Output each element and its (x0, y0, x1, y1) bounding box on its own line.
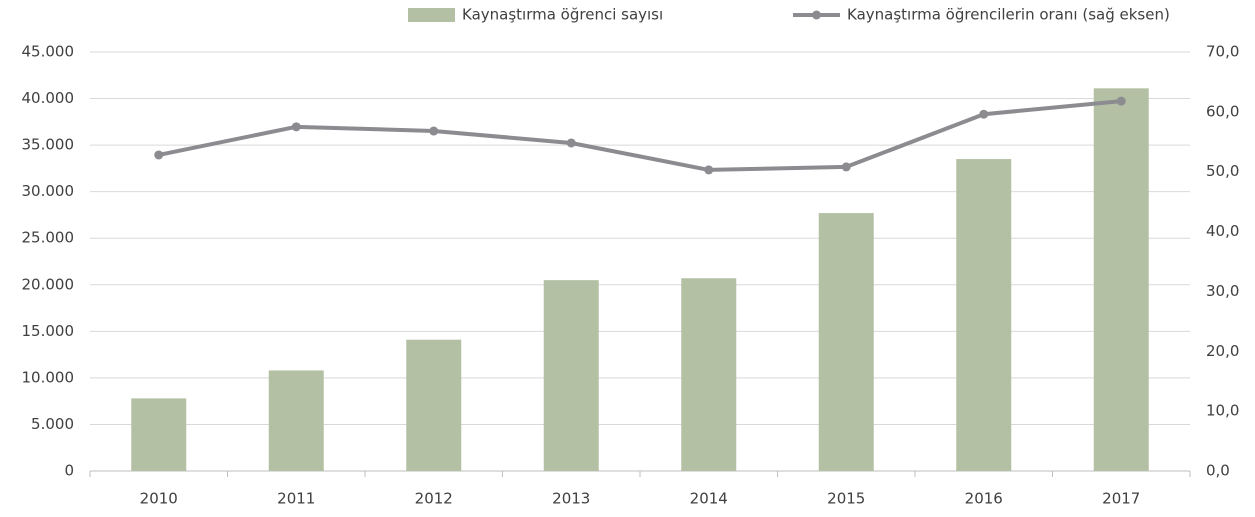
y-tick-label: 20.000 (22, 275, 75, 293)
y2-tick-label: 60,0 (1206, 102, 1239, 120)
x-tick-label: 2011 (277, 490, 315, 508)
y-tick-label: 25.000 (22, 229, 75, 247)
bar (406, 339, 462, 471)
y-tick-label: 40.000 (22, 89, 75, 107)
bar (1093, 88, 1149, 472)
y2-tick-label: 30,0 (1206, 282, 1239, 300)
y2-tick-label: 50,0 (1206, 162, 1239, 180)
y2-tick-label: 20,0 (1206, 342, 1239, 360)
x-tick-label: 2015 (827, 490, 865, 508)
marker (841, 162, 851, 172)
y-tick-label: 15.000 (22, 322, 75, 340)
legend-swatch (408, 8, 455, 22)
legend-label: Kaynaştırma öğrenci sayısı (462, 6, 663, 24)
marker (979, 109, 989, 119)
y2-tick-label: 10,0 (1206, 402, 1239, 420)
y2-tick-label: 40,0 (1206, 222, 1239, 240)
marker (1116, 96, 1126, 106)
y-tick-label: 45.000 (22, 43, 75, 61)
bar (818, 213, 874, 472)
x-tick-label: 2014 (690, 490, 728, 508)
x-tick-label: 2016 (965, 490, 1003, 508)
bar (131, 398, 187, 471)
x-tick-label: 2012 (415, 490, 453, 508)
x-tick-label: 2010 (140, 490, 178, 508)
bar (268, 370, 324, 471)
marker (566, 138, 576, 148)
marker (704, 165, 714, 175)
bar (681, 278, 737, 471)
marker (154, 150, 164, 160)
y-tick-label: 5.000 (31, 415, 74, 433)
marker (429, 126, 439, 136)
legend-marker (812, 10, 821, 20)
line (158, 99, 1122, 172)
y-tick-label: 35.000 (22, 136, 75, 154)
x-tick-label: 2017 (1102, 490, 1140, 508)
y2-tick-label: 70,0 (1206, 43, 1239, 61)
bar (543, 280, 599, 471)
y-tick-label: 0 (64, 462, 74, 480)
bar (956, 159, 1012, 472)
x-tick-label: 2013 (552, 490, 590, 508)
marker (291, 122, 301, 132)
y-tick-label: 10.000 (22, 368, 75, 386)
y-tick-label: 30.000 (22, 182, 75, 200)
y2-tick-label: 0,0 (1206, 462, 1230, 480)
legend-label: Kaynaştırma öğrencilerin oranı (sağ ekse… (847, 6, 1170, 24)
